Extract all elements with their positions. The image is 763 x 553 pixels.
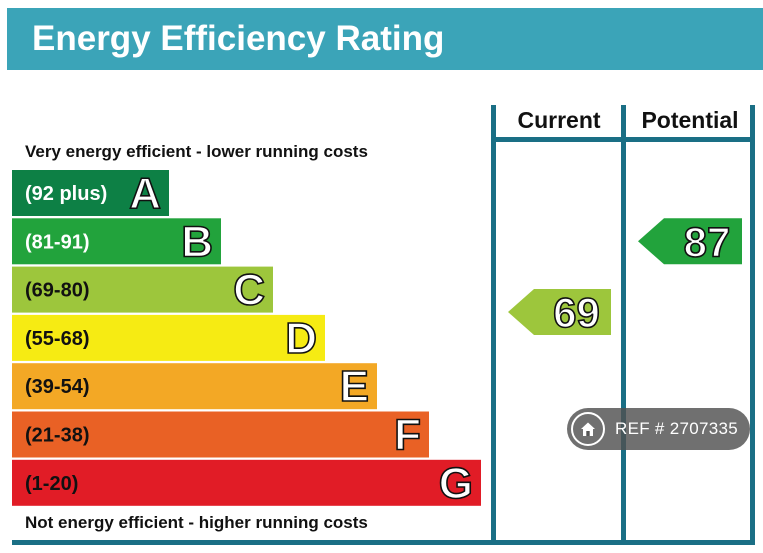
band-range: (81-91): [25, 231, 89, 253]
title-bar: [7, 8, 763, 70]
band-letter: B: [181, 217, 213, 266]
band-letter: E: [340, 362, 369, 411]
band-letter: A: [129, 169, 161, 218]
band-g: (1-20) G: [12, 458, 481, 509]
band-bar: [12, 218, 221, 265]
band-bar: [12, 459, 481, 506]
band-bar: [12, 363, 377, 410]
potential-rating-arrow: 87: [638, 217, 742, 266]
band-bar: [12, 266, 273, 313]
rating-bands: (92 plus) A(81-91) B(69-80) C(55-68) D(39-54…: [12, 168, 481, 509]
band-f: (21-38) F: [12, 410, 429, 460]
band-letter: D: [285, 314, 317, 363]
band-b: (81-91) B: [12, 216, 221, 267]
band-range: (55-68): [25, 328, 89, 350]
reference-badge: REF # 2707335: [567, 408, 750, 450]
band-bar: [12, 411, 429, 458]
reference-text: REF # 2707335: [615, 419, 738, 438]
arrow-shape: [508, 289, 611, 335]
arrow-value: 69: [553, 289, 600, 336]
current-rating-arrow: 69: [508, 288, 611, 337]
band-range: (69-80): [25, 280, 89, 302]
band-a: (92 plus) A: [12, 168, 169, 219]
band-letter: C: [233, 266, 265, 315]
bottom-caption: Not energy efficient - higher running co…: [25, 513, 368, 532]
band-range: (92 plus): [25, 183, 107, 205]
band-bar: [12, 170, 169, 216]
band-range: (1-20): [25, 473, 78, 495]
current-column-header: Current: [517, 107, 600, 133]
band-range: (21-38): [25, 425, 89, 447]
arrow-value: 87: [684, 218, 731, 265]
band-d: (55-68) D: [12, 313, 325, 364]
band-range: (39-54): [25, 376, 89, 398]
band-letter: F: [394, 411, 421, 460]
rating-columns-frame: [12, 105, 755, 545]
rating-arrows: 69 87: [508, 217, 742, 337]
home-icon: [571, 412, 605, 446]
arrow-shape: [638, 218, 742, 265]
band-c: (69-80) C: [12, 265, 273, 315]
band-letter: G: [439, 459, 473, 508]
band-bar: [12, 314, 325, 361]
potential-column-header: Potential: [641, 107, 738, 133]
band-e: (39-54) E: [12, 361, 377, 412]
top-caption: Very energy efficient - lower running co…: [25, 142, 368, 161]
chart-title: Energy Efficiency Rating: [32, 19, 444, 58]
